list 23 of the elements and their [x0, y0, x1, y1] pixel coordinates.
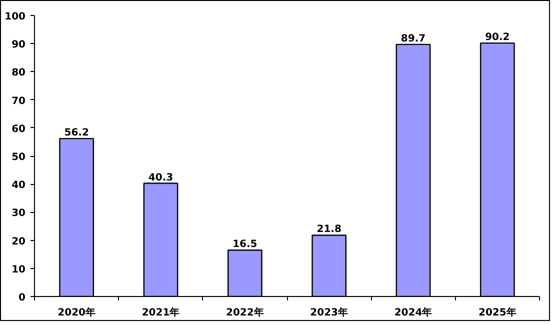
y-tick-label: 80 [12, 68, 26, 79]
data-label: 56.2 [64, 128, 89, 139]
data-label: 21.8 [316, 224, 342, 236]
data-label: 40.3 [148, 172, 174, 184]
y-tick-label: 20 [12, 236, 26, 248]
y-tick-label: 90 [12, 40, 26, 51]
data-label: 16.5 [232, 239, 258, 250]
data-label: 90.2 [485, 32, 510, 44]
x-tick-label: 2020年 [58, 306, 96, 318]
x-tick-label: 2024年 [394, 306, 432, 318]
x-tick-label: 2022年 [226, 306, 264, 318]
y-tick-label: 70 [12, 96, 26, 107]
y-tick-label: 40 [12, 180, 26, 192]
x-tick-label: 2021年 [142, 306, 180, 318]
y-tick-label: 50 [12, 152, 26, 163]
y-tick-label: 100 [4, 12, 26, 22]
y-tick-label: 30 [12, 208, 26, 220]
x-tick-label: 2023年 [310, 306, 348, 318]
y-tick-label: 0 [18, 292, 26, 304]
y-tick-label: 10 [12, 264, 26, 276]
y-tick-label: 60 [12, 124, 26, 135]
x-tick-label: 2025年 [478, 306, 516, 318]
data-label: 89.7 [400, 33, 426, 44]
